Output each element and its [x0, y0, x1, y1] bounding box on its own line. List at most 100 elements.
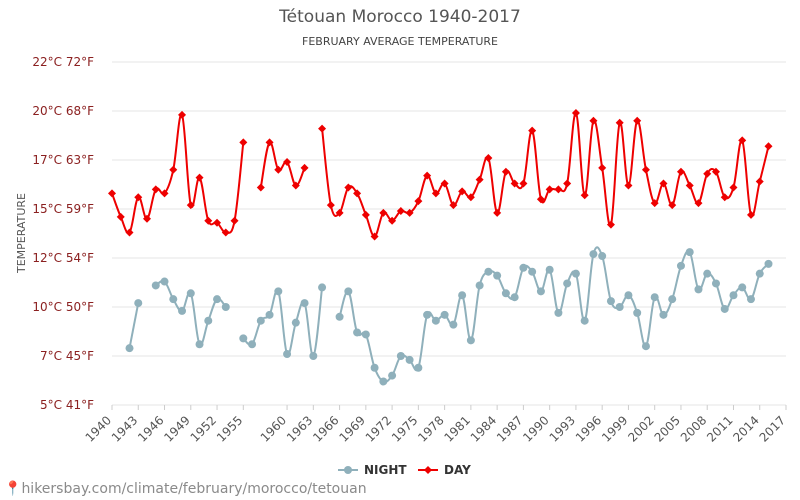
data-point[interactable] [213, 295, 222, 304]
data-point[interactable] [624, 181, 633, 190]
data-point[interactable] [335, 208, 344, 217]
data-point[interactable] [239, 334, 248, 343]
data-point[interactable] [703, 269, 712, 278]
data-point[interactable] [204, 216, 213, 225]
data-point[interactable] [493, 271, 502, 280]
data-point[interactable] [659, 310, 668, 319]
data-point[interactable] [501, 289, 510, 298]
data-point[interactable] [475, 175, 484, 184]
data-point[interactable] [563, 179, 572, 188]
data-point[interactable] [746, 295, 755, 304]
data-point[interactable] [195, 340, 204, 349]
data-point[interactable] [536, 195, 545, 204]
data-point[interactable] [676, 261, 685, 270]
data-point[interactable] [694, 285, 703, 294]
data-point[interactable] [300, 163, 309, 172]
data-point[interactable] [738, 283, 747, 292]
data-point[interactable] [423, 310, 432, 319]
data-point[interactable] [353, 328, 362, 337]
data-point[interactable] [668, 295, 677, 304]
data-point[interactable] [711, 167, 720, 176]
data-point[interactable] [659, 179, 668, 188]
data-point[interactable] [458, 187, 467, 196]
data-point[interactable] [449, 201, 458, 210]
data-point[interactable] [414, 197, 423, 206]
data-point[interactable] [440, 310, 449, 319]
data-point[interactable] [571, 269, 580, 278]
data-point[interactable] [615, 303, 624, 311]
data-point[interactable] [265, 138, 274, 147]
data-point[interactable] [326, 201, 335, 210]
data-point[interactable] [466, 193, 475, 202]
data-point[interactable] [256, 316, 265, 325]
data-point[interactable] [353, 189, 362, 198]
data-point[interactable] [291, 181, 300, 190]
data-point[interactable] [501, 167, 510, 176]
data-point[interactable] [545, 265, 554, 274]
legend[interactable]: NIGHT DAY [338, 463, 471, 477]
data-point[interactable] [729, 291, 738, 300]
data-point[interactable] [729, 183, 738, 192]
data-point[interactable] [738, 136, 747, 145]
data-point[interactable] [160, 277, 169, 286]
data-point[interactable] [143, 214, 152, 223]
data-point[interactable] [633, 116, 642, 125]
data-point[interactable] [650, 199, 659, 208]
data-point[interactable] [151, 281, 160, 290]
data-point[interactable] [536, 287, 545, 296]
data-point[interactable] [213, 218, 222, 227]
data-point[interactable] [108, 189, 116, 198]
data-point[interactable] [711, 279, 720, 288]
data-point[interactable] [221, 228, 230, 237]
data-point[interactable] [186, 289, 195, 298]
data-point[interactable] [151, 185, 160, 194]
data-point[interactable] [624, 291, 633, 300]
data-point[interactable] [431, 316, 440, 325]
data-point[interactable] [458, 291, 467, 300]
data-point[interactable] [256, 183, 265, 192]
data-point[interactable] [283, 350, 292, 359]
data-point[interactable] [405, 355, 414, 364]
data-point[interactable] [396, 206, 405, 215]
data-point[interactable] [248, 340, 257, 349]
data-point[interactable] [204, 316, 213, 325]
data-point[interactable] [388, 371, 397, 380]
data-point[interactable] [134, 193, 143, 202]
data-point[interactable] [116, 212, 125, 221]
data-point[interactable] [431, 189, 440, 198]
data-point[interactable] [239, 138, 248, 147]
data-point[interactable] [169, 295, 178, 304]
legend-item-night[interactable]: NIGHT [338, 463, 407, 477]
data-point[interactable] [370, 232, 379, 241]
data-point[interactable] [598, 163, 607, 172]
data-point[interactable] [484, 267, 493, 276]
data-point[interactable] [379, 208, 388, 217]
data-point[interactable] [641, 342, 650, 351]
data-point[interactable] [423, 171, 432, 180]
data-point[interactable] [361, 330, 370, 339]
data-point[interactable] [125, 228, 134, 237]
watermark[interactable]: 📍hikersbay.com/climate/february/morocco/… [4, 481, 367, 497]
data-point[interactable] [475, 281, 484, 290]
data-point[interactable] [633, 308, 642, 317]
data-point[interactable] [265, 310, 274, 319]
data-point[interactable] [466, 336, 475, 345]
data-point[interactable] [580, 191, 589, 200]
data-point[interactable] [134, 299, 143, 308]
data-point[interactable] [125, 344, 134, 353]
data-point[interactable] [755, 177, 764, 186]
data-point[interactable] [510, 179, 519, 188]
data-point[interactable] [160, 189, 169, 198]
data-point[interactable] [703, 169, 712, 178]
data-point[interactable] [641, 165, 650, 174]
data-point[interactable] [764, 259, 773, 268]
data-point[interactable] [580, 316, 589, 325]
legend-item-day[interactable]: DAY [418, 463, 471, 477]
data-point[interactable] [598, 252, 607, 261]
data-point[interactable] [720, 304, 729, 313]
data-point[interactable] [493, 208, 502, 217]
data-point[interactable] [195, 173, 204, 182]
data-point[interactable] [528, 126, 537, 135]
data-point[interactable] [396, 352, 405, 360]
data-point[interactable] [589, 250, 598, 259]
